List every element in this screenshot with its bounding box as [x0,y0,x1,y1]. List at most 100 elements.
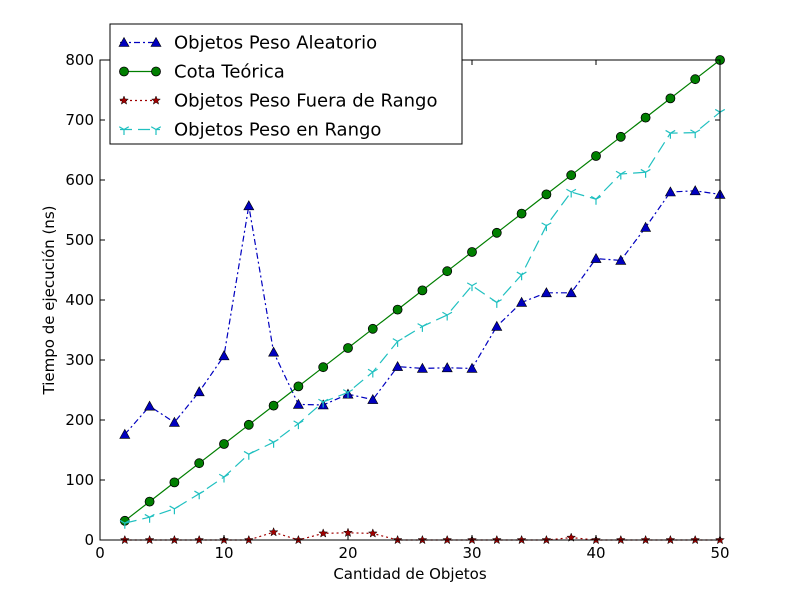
legend-entry: Objetos Peso en Rango [118,120,381,141]
data-point [194,458,205,469]
data-point [615,254,627,265]
data-point [689,185,701,196]
data-point [268,526,279,537]
legend-label: Cota Teórica [174,62,285,83]
x-tick-label: 40 [586,544,605,562]
data-point [516,208,527,219]
data-point [392,338,403,347]
y-tick-label: 700 [65,111,94,129]
legend-marker [119,95,129,105]
data-point [442,266,453,277]
data-point [293,420,304,430]
data-point [491,299,502,308]
data-point [194,490,205,500]
y-tick-label: 600 [65,171,94,189]
y-tick-label: 100 [65,471,94,489]
data-point [541,189,552,200]
data-point [591,151,601,161]
data-point [467,247,477,257]
legend-box [109,23,463,145]
legend-marker [151,66,161,77]
data-point [219,439,229,449]
data-point [218,350,230,361]
series-3 [119,108,726,529]
data-point [491,227,502,238]
data-point [665,129,676,139]
data-point [416,362,428,373]
data-point [367,323,378,334]
data-point [640,112,651,123]
x-tick-label: 20 [338,544,357,562]
legend-entry: Objetos Peso Aleatorio [118,33,377,54]
data-point [516,296,528,307]
series-line [124,111,721,524]
data-point [664,186,676,197]
data-point [565,287,577,298]
legend-entry: Cota Teórica [119,62,285,83]
data-point [243,200,255,211]
data-point [441,362,453,373]
data-point [442,311,453,321]
data-point [318,362,329,373]
data-point [343,527,353,538]
x-tick-label: 0 [95,544,105,562]
legend-marker [150,36,162,47]
data-point [690,74,701,85]
legend-marker [118,36,130,47]
data-point [615,170,626,180]
series-line [124,190,721,435]
data-point [566,170,577,181]
data-point [615,131,626,142]
data-point [392,360,404,371]
data-point [665,93,676,104]
data-point [566,188,577,198]
data-point [119,519,130,529]
y-tick-label: 800 [65,51,94,69]
data-point [169,477,180,488]
data-point [590,195,602,205]
data-point [218,473,230,483]
data-point [268,346,280,357]
data-point [243,450,254,460]
data-point [268,400,279,411]
data-point [540,287,552,298]
data-point [318,398,329,408]
data-point [417,285,428,296]
legend-marker [151,95,161,105]
x-tick-label: 50 [710,544,729,562]
legend-label: Objetos Peso en Rango [174,120,381,141]
data-point [119,428,131,439]
data-point [466,362,478,373]
series-0 [119,185,726,439]
y-tick-label: 300 [65,351,94,369]
data-point [144,496,155,507]
data-point [640,221,652,232]
data-point [343,343,353,353]
data-point [144,513,155,523]
x-axis-label: Cantidad de Objetos [333,565,487,583]
data-point [367,393,379,404]
data-point [367,528,378,538]
data-point [268,438,279,448]
y-tick-label: 500 [65,231,94,249]
data-point [168,416,180,427]
data-point [169,505,180,515]
legend-entry: Objetos Peso Fuera de Rango [119,91,437,112]
data-point [144,400,156,411]
data-point [292,398,304,409]
y-axis-label: Tiempo de ejecución (ns) [40,206,58,396]
legend-marker [119,66,129,77]
series-2 [119,526,725,545]
data-point [243,419,254,430]
data-point [318,528,329,538]
legend-marker [118,126,130,135]
y-tick-label: 0 [84,531,94,549]
legend-label: Objetos Peso Fuera de Rango [174,91,437,112]
legend: Objetos Peso Aleatorio Cota Teórica Objeto… [109,23,463,145]
data-point [417,323,428,332]
data-point [466,282,478,292]
data-point [193,386,205,397]
data-point [491,320,503,331]
